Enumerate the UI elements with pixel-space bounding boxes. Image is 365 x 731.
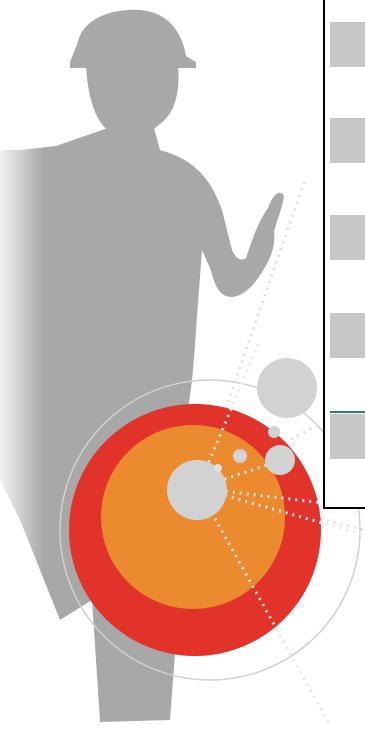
- panel-row-4[interactable]: [330, 313, 365, 358]
- panel-row-2[interactable]: [330, 118, 365, 163]
- panel-row-3[interactable]: [330, 215, 365, 260]
- network-target-icon: [59, 179, 365, 726]
- side-panel: [323, 0, 365, 509]
- panel-row-1[interactable]: [330, 22, 365, 67]
- panel-divider: [330, 411, 365, 413]
- panel-row-5[interactable]: [330, 414, 365, 459]
